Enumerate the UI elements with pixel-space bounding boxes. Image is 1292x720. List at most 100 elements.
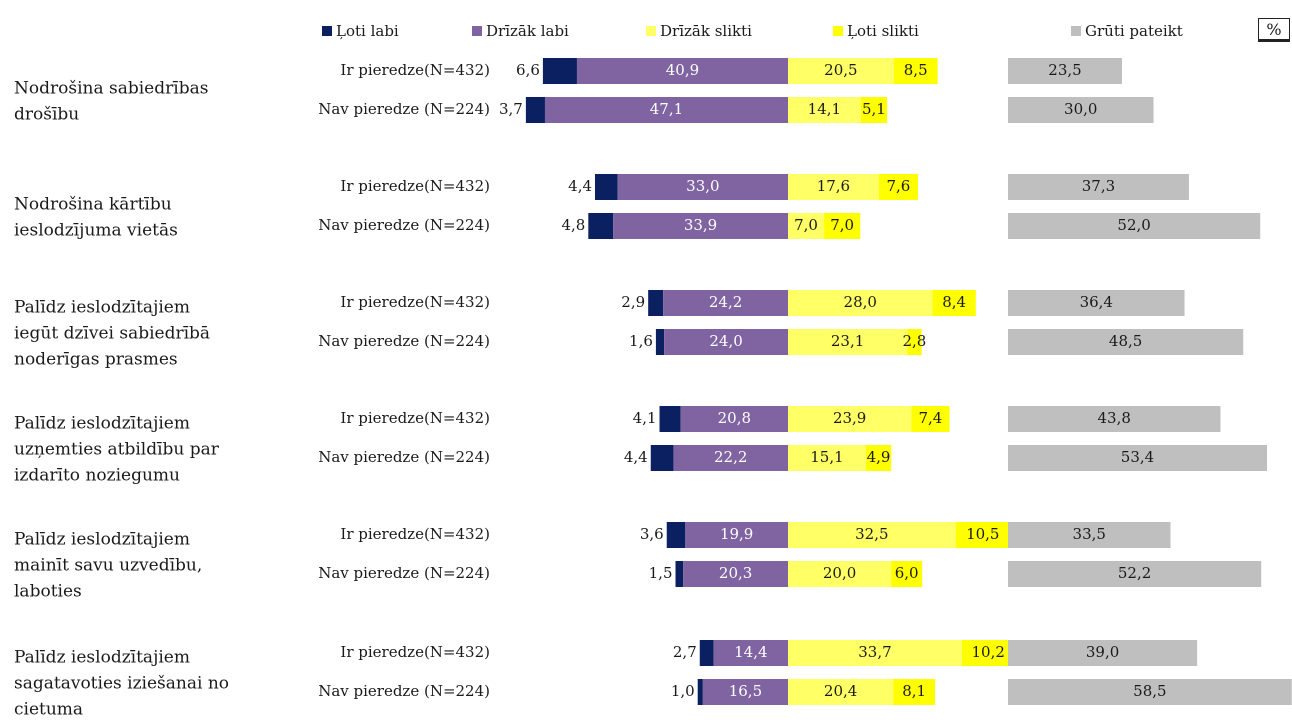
data-label-loti-labi-0-0: 6,6: [516, 61, 540, 79]
bar-gruti-pateikt-1-0: [1008, 174, 1189, 200]
data-label-drizak-slikti-1-0: 17,6: [817, 177, 850, 195]
data-label-loti-labi-4-0: 3,6: [640, 525, 664, 543]
bar-drizak-slikti-5-1: [788, 679, 894, 705]
bar-loti-slikti-1-1: [824, 213, 861, 239]
row-label-0-0: Ir pieredze(N=432): [340, 61, 490, 79]
data-label-drizak-labi-2-0: 24,2: [709, 293, 742, 311]
bar-drizak-slikti-2-1: [788, 329, 908, 355]
data-label-loti-labi-0-1: 3,7: [499, 100, 523, 118]
bar-gruti-pateikt-5-1: [1008, 679, 1292, 705]
legend-label-3: Ļoti slikti: [847, 22, 919, 40]
percent-unit-box: %: [1258, 18, 1290, 42]
bar-drizak-labi-5-1: [702, 679, 788, 705]
bar-loti-slikti-5-1: [893, 679, 936, 705]
bar-loti-labi-1-0: [595, 174, 618, 200]
data-label-loti-slikti-2-1: 2,8: [902, 332, 926, 350]
bar-drizak-labi-3-1: [673, 445, 788, 471]
data-label-drizak-labi-3-1: 22,2: [714, 448, 747, 466]
bar-loti-labi-5-1: [697, 679, 703, 705]
data-label-drizak-slikti-0-1: 14,1: [808, 100, 841, 118]
bar-drizak-labi-0-1: [544, 97, 788, 123]
data-label-drizak-labi-5-0: 14,4: [734, 643, 767, 661]
category-label-2-2: noderīgas prasmes: [14, 350, 178, 370]
category-label-3-0: Palīdz ieslodzītajiem: [14, 414, 190, 434]
data-label-gruti-pateikt-2-1: 48,5: [1109, 332, 1142, 350]
bar-drizak-labi-4-0: [685, 522, 788, 548]
data-label-loti-slikti-3-1: 4,9: [867, 448, 891, 466]
category-label-4-2: laboties: [14, 582, 82, 602]
bar-loti-labi-4-1: [675, 561, 684, 587]
data-label-loti-slikti-5-0: 10,2: [972, 643, 1005, 661]
legend-swatch-4: [1071, 26, 1081, 36]
data-label-drizak-slikti-4-1: 20,0: [823, 564, 856, 582]
bar-gruti-pateikt-5-0: [1008, 640, 1198, 666]
legend-swatch-2: [646, 26, 656, 36]
bar-loti-labi-3-0: [659, 406, 681, 432]
legend-label-4: Grūti pateikt: [1085, 22, 1183, 40]
row-label-0-1: Nav pieredze (N=224): [318, 100, 490, 118]
data-label-loti-labi-3-1: 4,4: [624, 448, 648, 466]
bar-loti-slikti-5-0: [961, 640, 1015, 666]
data-label-loti-slikti-2-0: 8,4: [942, 293, 966, 311]
bar-gruti-pateikt-4-0: [1008, 522, 1171, 548]
category-label-0-0: Nodrošina sabiedrības: [14, 79, 208, 99]
data-label-drizak-labi-5-1: 16,5: [729, 682, 762, 700]
bar-drizak-slikti-3-0: [788, 406, 912, 432]
data-label-gruti-pateikt-3-0: 43,8: [1098, 409, 1131, 427]
bar-loti-slikti-1-0: [878, 174, 919, 200]
bar-gruti-pateikt-2-1: [1008, 329, 1244, 355]
row-label-1-1: Nav pieredze (N=224): [318, 216, 490, 234]
data-label-loti-slikti-1-1: 7,0: [830, 216, 854, 234]
bar-drizak-slikti-2-0: [788, 290, 933, 316]
bar-loti-labi-0-1: [525, 97, 545, 123]
data-label-loti-slikti-0-0: 8,5: [904, 61, 928, 79]
bar-drizak-slikti-4-1: [788, 561, 892, 587]
bar-loti-labi-4-0: [666, 522, 686, 548]
bar-loti-slikti-0-0: [893, 58, 938, 84]
category-label-3-2: izdarīto noziegumu: [14, 466, 180, 486]
legend-label-2: Drīzāk slikti: [660, 22, 752, 40]
category-label-2-0: Palīdz ieslodzītajiem: [14, 298, 190, 318]
data-label-gruti-pateikt-5-1: 58,5: [1133, 682, 1166, 700]
data-label-gruti-pateikt-3-1: 53,4: [1121, 448, 1154, 466]
bar-loti-slikti-4-1: [891, 561, 923, 587]
category-label-5-1: sagatavoties iziešanai no: [14, 674, 229, 694]
data-label-drizak-labi-0-0: 40,9: [666, 61, 699, 79]
row-label-4-0: Ir pieredze(N=432): [340, 525, 490, 543]
bar-drizak-labi-4-1: [683, 561, 788, 587]
data-label-loti-labi-4-1: 1,5: [649, 564, 673, 582]
bar-loti-labi-1-1: [588, 213, 614, 239]
data-label-loti-slikti-4-1: 6,0: [895, 564, 919, 582]
bar-drizak-slikti-4-0: [788, 522, 956, 548]
bar-loti-slikti-0-1: [860, 97, 888, 123]
data-label-drizak-labi-4-0: 19,9: [720, 525, 753, 543]
bar-loti-labi-2-1: [655, 329, 665, 355]
bar-gruti-pateikt-3-0: [1008, 406, 1221, 432]
data-label-loti-slikti-0-1: 5,1: [862, 100, 886, 118]
data-label-drizak-labi-3-0: 20,8: [718, 409, 751, 427]
bar-gruti-pateikt-0-1: [1008, 97, 1154, 123]
bar-loti-labi-0-0: [542, 58, 577, 84]
data-label-gruti-pateikt-1-1: 52,0: [1117, 216, 1150, 234]
data-label-loti-labi-2-0: 2,9: [621, 293, 645, 311]
data-label-loti-slikti-4-0: 10,5: [966, 525, 999, 543]
bar-drizak-slikti-0-0: [788, 58, 894, 84]
row-label-2-1: Nav pieredze (N=224): [318, 332, 490, 350]
category-label-1-1: ieslodzījuma vietās: [14, 221, 178, 241]
data-label-loti-slikti-5-1: 8,1: [902, 682, 926, 700]
data-label-gruti-pateikt-0-0: 23,5: [1048, 61, 1081, 79]
data-label-loti-labi-2-1: 1,6: [629, 332, 653, 350]
bar-loti-labi-2-0: [648, 290, 664, 316]
bar-drizak-labi-1-1: [613, 213, 788, 239]
row-label-2-0: Ir pieredze(N=432): [340, 293, 490, 311]
bar-gruti-pateikt-2-0: [1008, 290, 1185, 316]
data-label-drizak-slikti-2-1: 23,1: [831, 332, 864, 350]
data-label-gruti-pateikt-4-0: 33,5: [1073, 525, 1106, 543]
data-label-drizak-slikti-3-0: 23,9: [833, 409, 866, 427]
category-label-2-1: iegūt dzīvei sabiedrībā: [14, 324, 210, 344]
category-label-4-1: mainīt savu uzvedību,: [14, 556, 202, 576]
row-label-3-1: Nav pieredze (N=224): [318, 448, 490, 466]
bar-loti-slikti-3-0: [911, 406, 950, 432]
legend-swatch-3: [833, 26, 843, 36]
